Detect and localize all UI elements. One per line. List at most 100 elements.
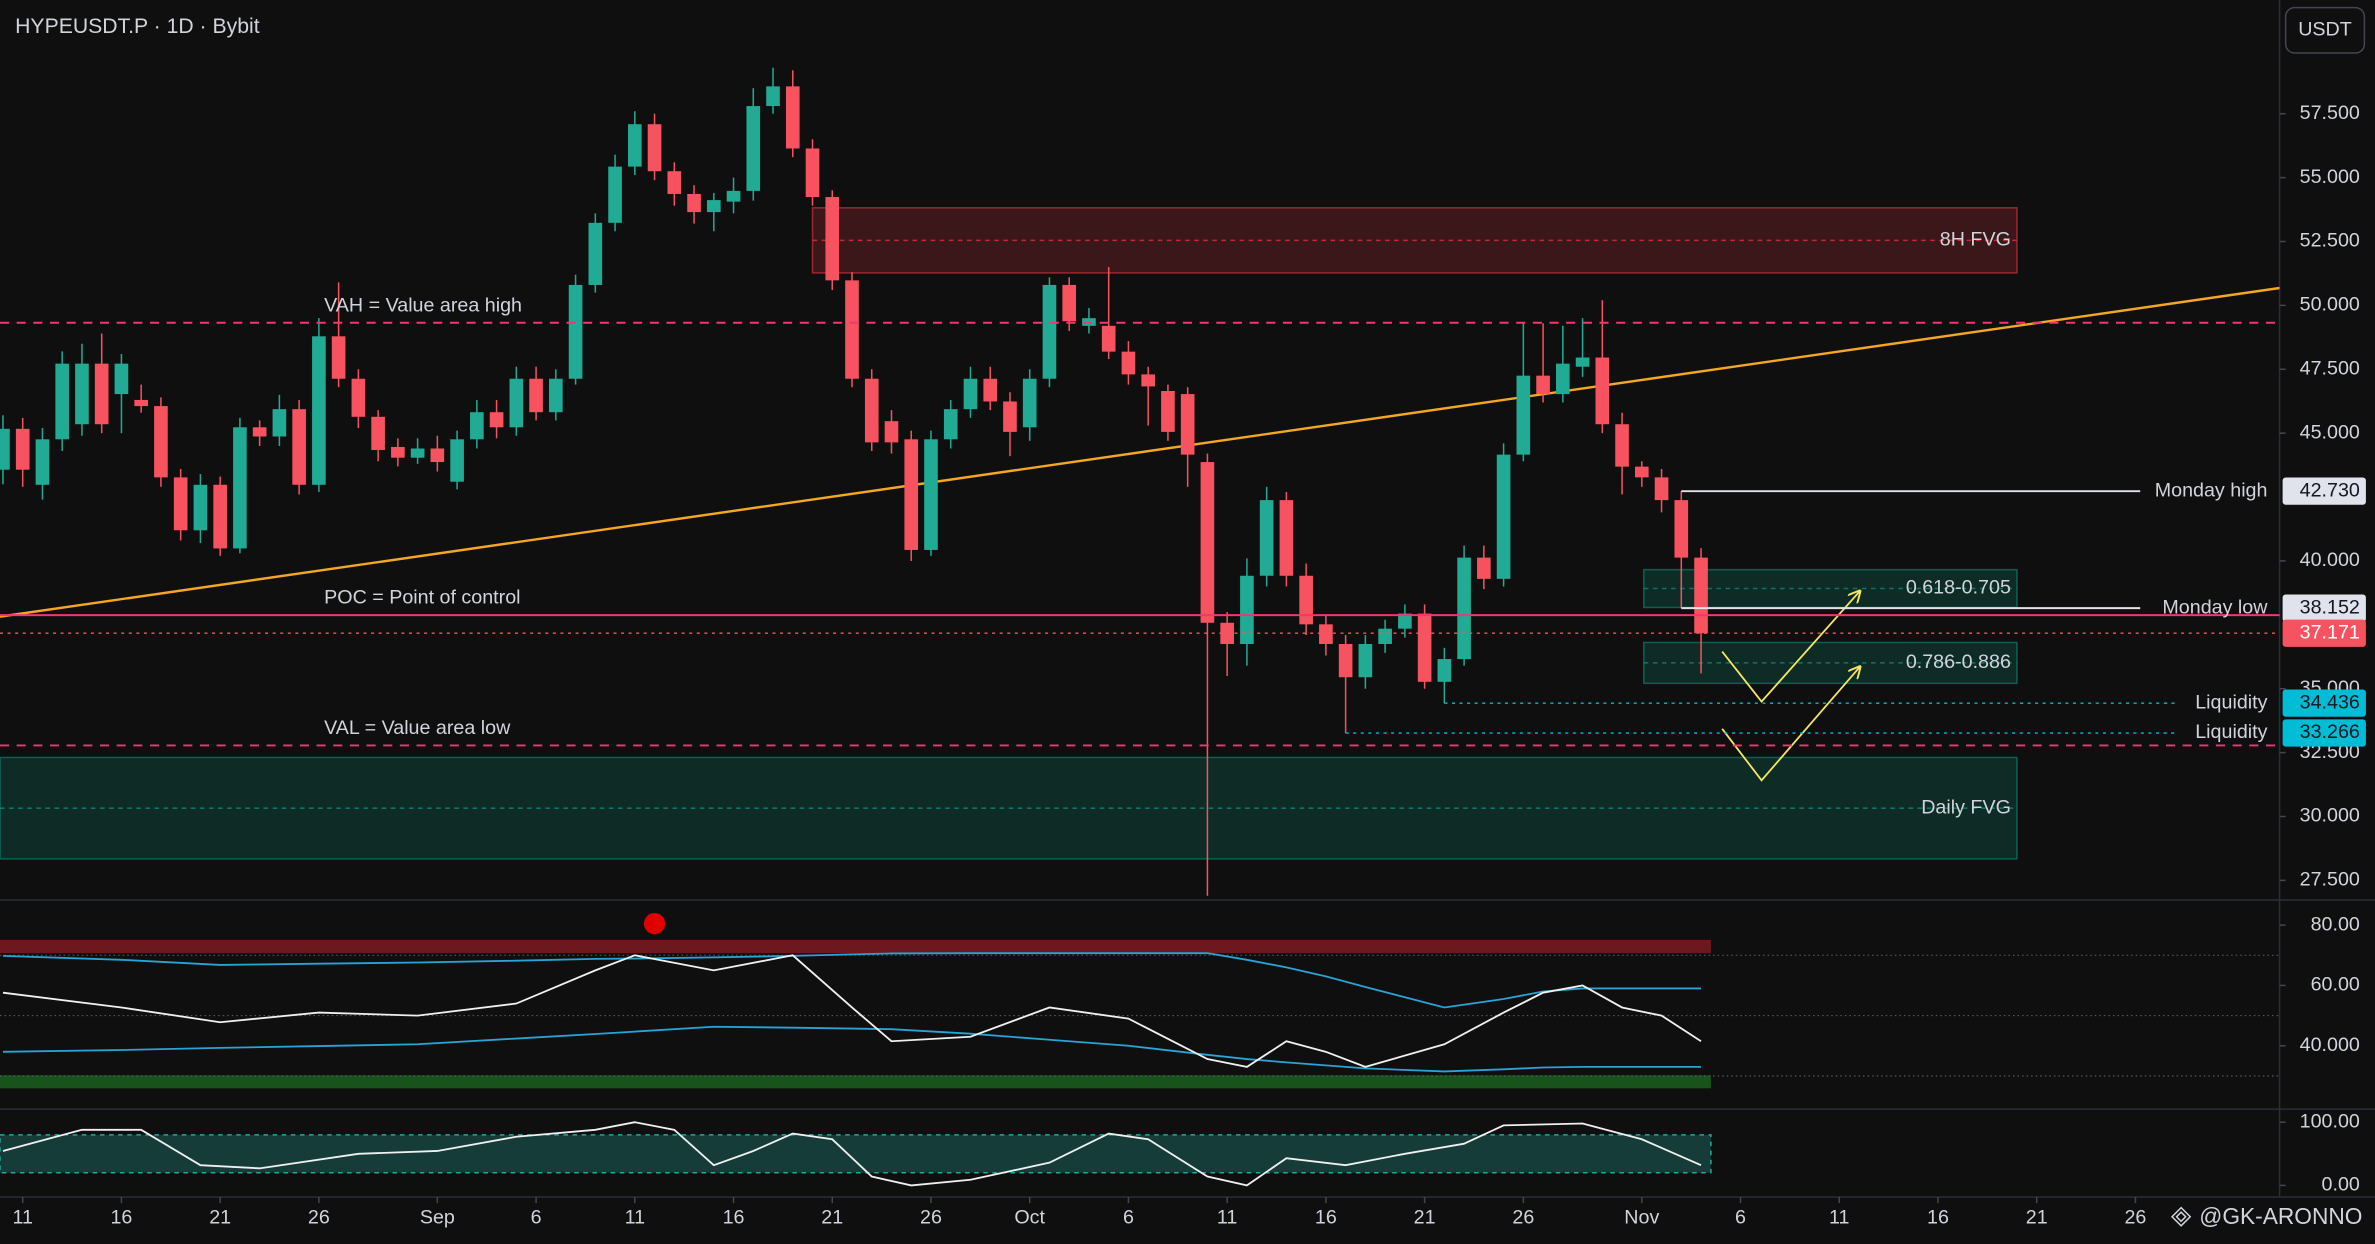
candle-body — [1457, 557, 1471, 660]
candle-body — [1398, 613, 1412, 629]
candle-body — [1634, 466, 1649, 478]
candle-body — [588, 222, 603, 285]
x-tick-label: 6 — [531, 1206, 542, 1228]
price-label: 38.152 — [2300, 596, 2360, 618]
candle-body — [1496, 454, 1511, 579]
candle-body — [529, 378, 543, 413]
candle-body — [1654, 477, 1669, 501]
level-label: Monday high — [2155, 479, 2268, 501]
candle-body — [233, 427, 247, 549]
indicator-line — [2, 954, 1702, 1068]
x-tick-label: 11 — [1217, 1206, 1237, 1228]
candle-body — [1240, 575, 1254, 644]
price-label-box — [2282, 689, 2366, 717]
price-label-box — [2282, 619, 2366, 647]
y-tick-label: 80.00 — [2311, 913, 2360, 935]
candle-body — [312, 336, 326, 485]
candle-body — [983, 378, 998, 402]
candle-body — [1556, 363, 1570, 395]
candle-body — [1180, 394, 1195, 455]
zone-label: 0.786-0.886 — [1906, 651, 2011, 673]
candle-body — [351, 378, 366, 417]
candle-body — [726, 190, 741, 202]
x-tick-label: 26 — [308, 1206, 330, 1228]
watermark-icon — [2170, 1206, 2192, 1227]
indicator-zone — [0, 1075, 1711, 1089]
candle-body — [55, 363, 70, 440]
candle-body — [450, 439, 464, 482]
candle-body — [924, 439, 938, 550]
currency-label[interactable]: USDT — [2298, 19, 2352, 41]
candle-body — [154, 406, 168, 478]
candle-body — [1121, 351, 1136, 375]
price-label: 34.436 — [2300, 691, 2360, 713]
y-tick-label: 30.000 — [2300, 805, 2360, 827]
zone-label: Daily FVG — [1921, 796, 2011, 818]
candle-body — [1279, 500, 1294, 576]
x-tick-label: 11 — [625, 1206, 645, 1228]
x-tick-label: Sep — [420, 1206, 455, 1228]
watermark: @GK-ARONNO — [2199, 1203, 2362, 1229]
candle-body — [489, 412, 504, 428]
candle-body — [1694, 557, 1708, 634]
candle-body — [825, 197, 840, 281]
candle-body — [1259, 500, 1274, 576]
y-tick-label: 57.500 — [2300, 102, 2360, 124]
candle-body — [1141, 374, 1155, 387]
x-tick-label: 21 — [2026, 1206, 2048, 1228]
candle-body — [0, 428, 10, 470]
candle-body — [1101, 325, 1116, 352]
price-label-box — [2282, 719, 2366, 747]
candle-body — [1299, 575, 1313, 625]
x-tick-label: 16 — [1927, 1206, 1949, 1228]
candle-body — [391, 446, 405, 458]
x-tick-label: 11 — [12, 1206, 32, 1228]
candle-body — [1674, 500, 1689, 558]
candle-body — [785, 86, 800, 149]
x-tick-label: 21 — [209, 1206, 231, 1228]
candle-body — [706, 200, 721, 213]
candle-body — [470, 412, 484, 440]
x-tick-label: 6 — [1735, 1206, 1746, 1228]
y-tick-label: 47.500 — [2300, 357, 2360, 379]
candle-body — [1575, 357, 1590, 367]
candle-body — [1358, 643, 1373, 678]
currency-button[interactable] — [2284, 6, 2366, 54]
y-tick-label: 27.500 — [2300, 869, 2360, 891]
candle-body — [667, 171, 682, 194]
candle-body — [1022, 378, 1037, 428]
level-label: Liquidity — [2195, 721, 2267, 743]
candle-body — [94, 363, 109, 425]
candle-body — [1338, 643, 1353, 678]
x-tick-label: 16 — [1315, 1206, 1337, 1228]
candle-body — [1595, 357, 1610, 425]
candle-body — [35, 439, 50, 485]
candle-body — [647, 124, 662, 172]
candle-body — [1615, 424, 1629, 467]
candle-body — [15, 428, 30, 470]
candle-body — [272, 409, 287, 437]
price-label-box — [2282, 477, 2366, 505]
candle-body — [193, 484, 208, 531]
candle-body — [430, 448, 445, 463]
projection-arrow — [1721, 591, 1860, 703]
candle-body — [1062, 284, 1077, 322]
candle-body — [1477, 557, 1491, 579]
candle-body — [845, 280, 859, 379]
candle-body — [252, 427, 267, 437]
x-tick-label: 26 — [1512, 1206, 1534, 1228]
zone-label: 0.618-0.705 — [1906, 577, 2011, 599]
indicator-zone — [0, 1134, 1712, 1174]
candle-body — [687, 193, 701, 213]
candle-body — [627, 124, 642, 167]
candle-body — [292, 409, 306, 485]
candle-body — [75, 363, 89, 425]
candle-body — [1536, 375, 1550, 395]
trendline — [0, 286, 2280, 618]
symbol-title: HYPEUSDT.P · 1D · Bybit — [15, 15, 260, 38]
candle-body — [213, 484, 227, 549]
y-tick-label: 45.000 — [2300, 421, 2360, 443]
indicator-line — [2, 952, 1702, 1009]
candle-body — [1417, 613, 1432, 682]
